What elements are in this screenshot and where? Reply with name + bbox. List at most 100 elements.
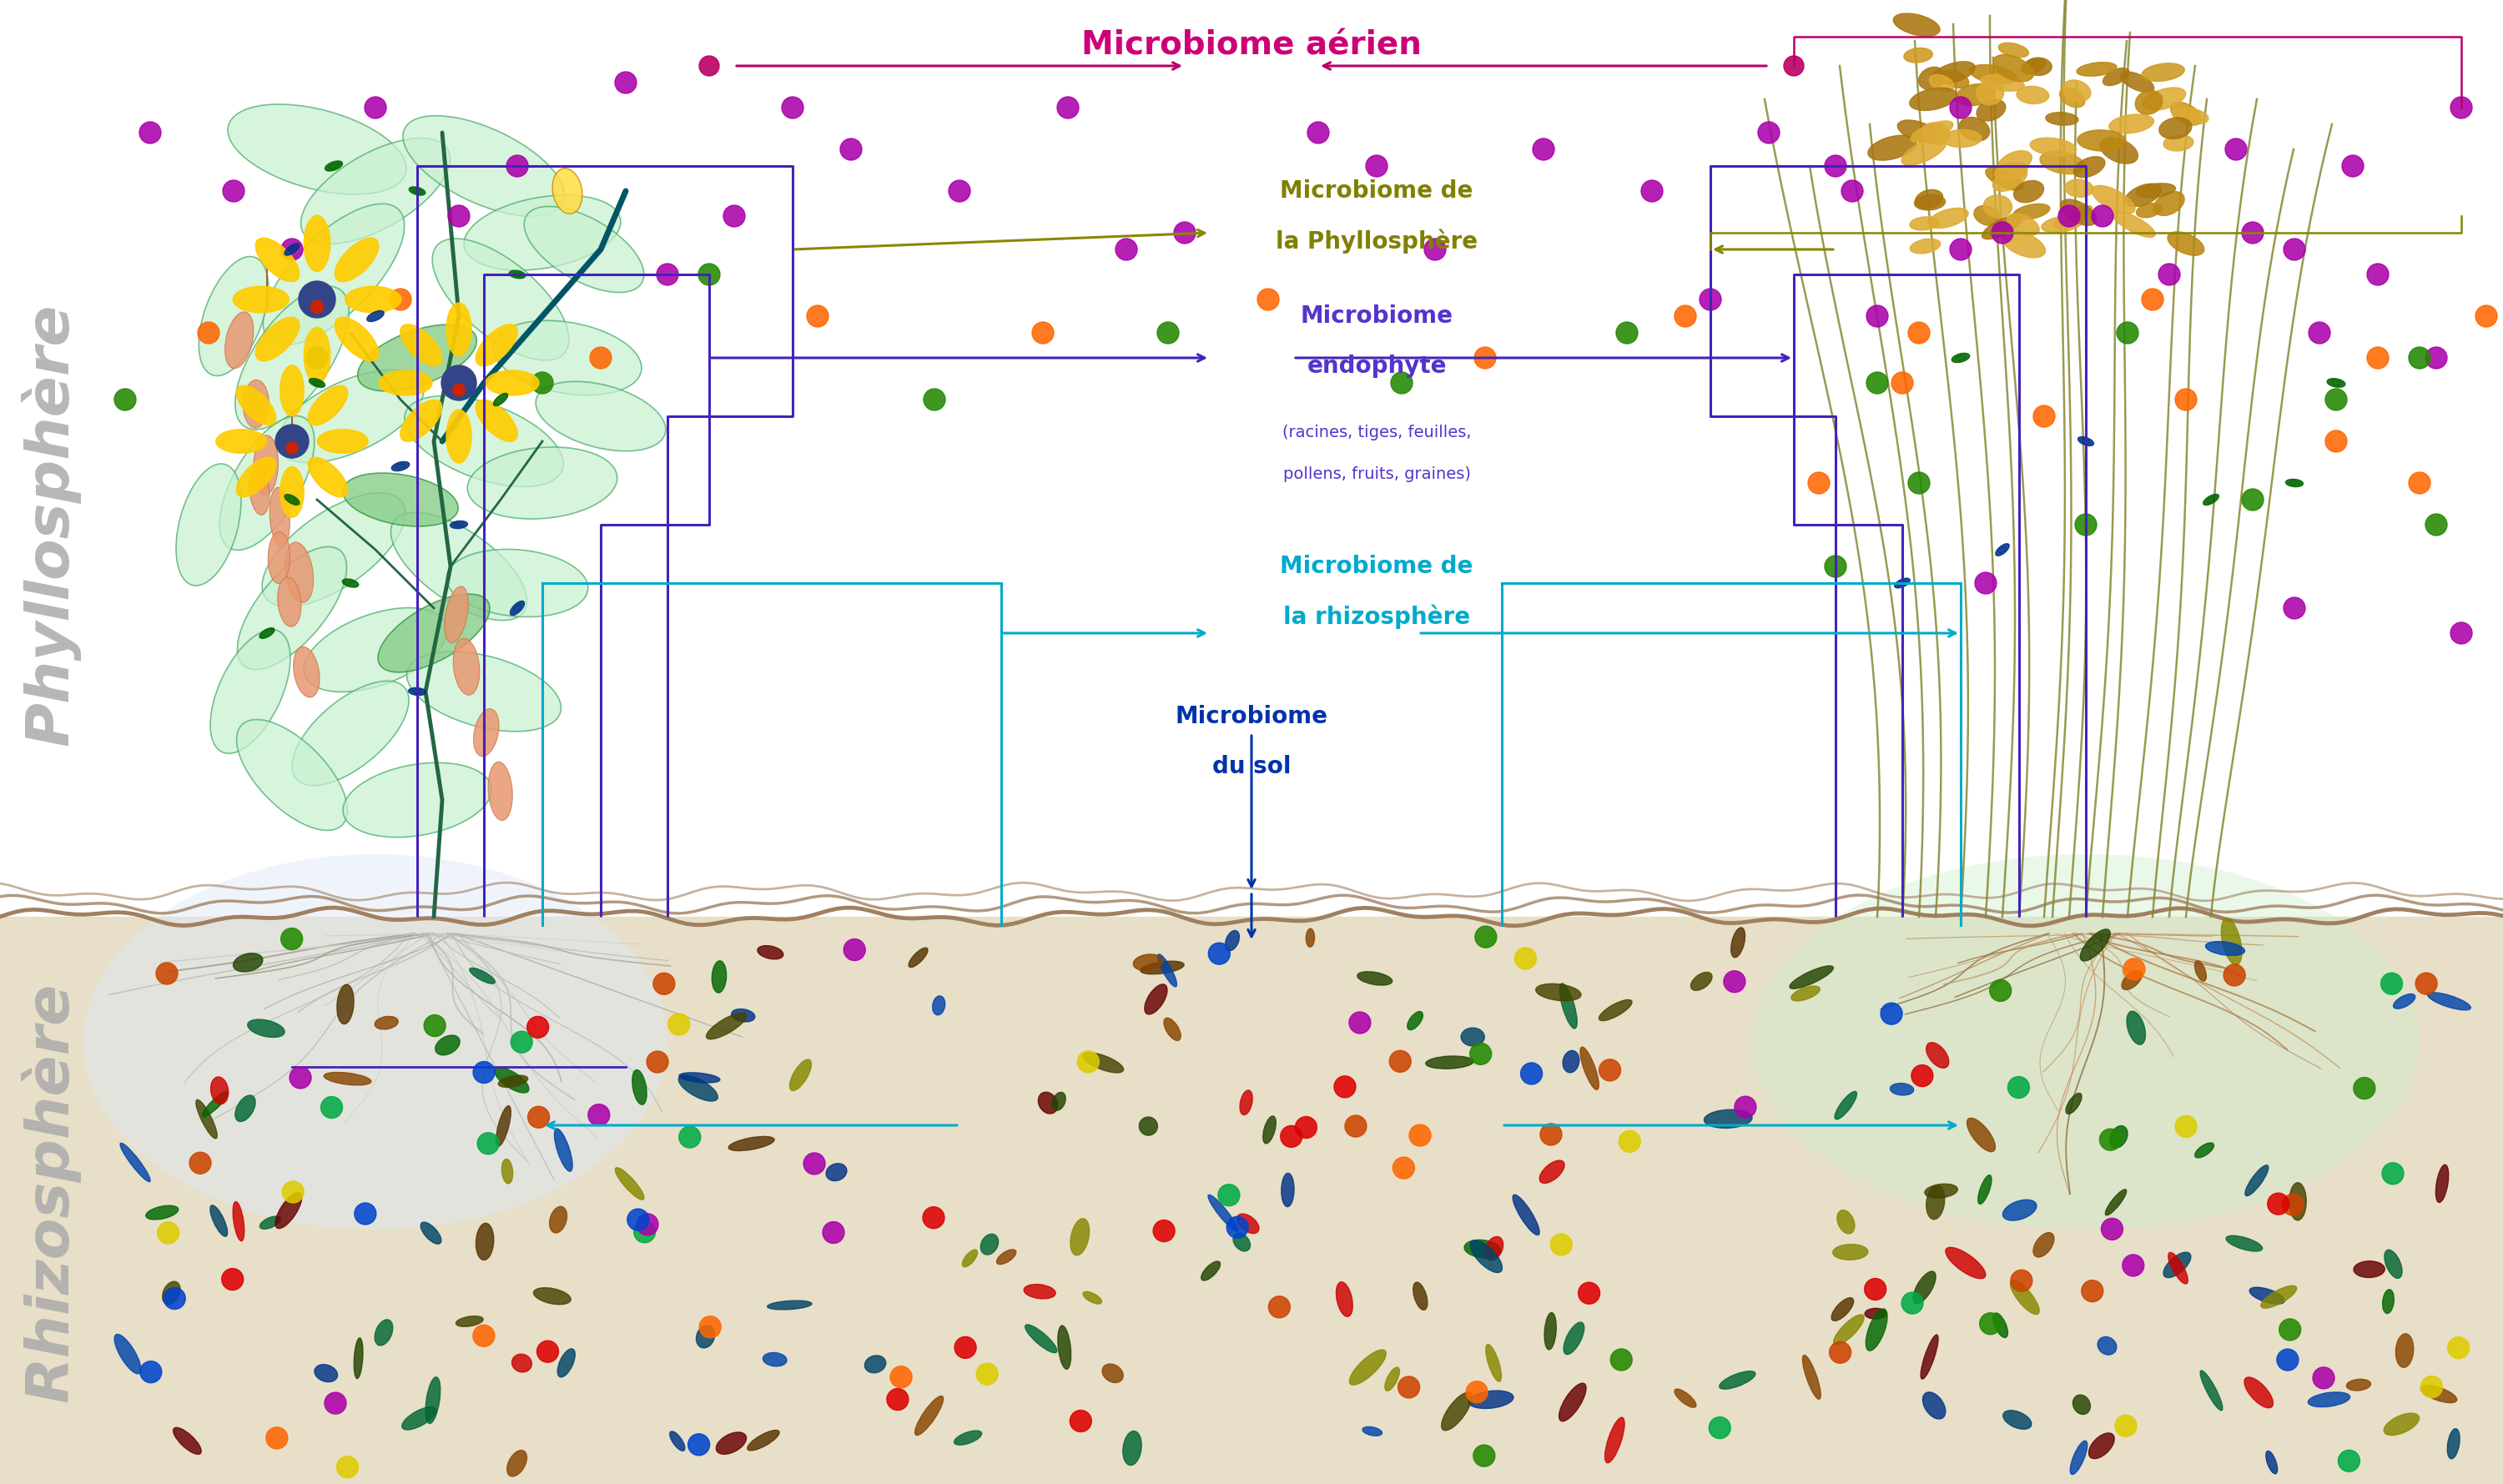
Ellipse shape [934, 996, 946, 1015]
Ellipse shape [1442, 1392, 1472, 1431]
Ellipse shape [1039, 1092, 1059, 1113]
Circle shape [280, 928, 303, 950]
Ellipse shape [2168, 232, 2205, 255]
Circle shape [1282, 1126, 1302, 1147]
Ellipse shape [1564, 1322, 1584, 1355]
Ellipse shape [343, 473, 458, 527]
Ellipse shape [1349, 1350, 1387, 1385]
Circle shape [823, 1221, 844, 1244]
Circle shape [1209, 942, 1229, 965]
Circle shape [1807, 472, 1830, 494]
Ellipse shape [2012, 203, 2050, 220]
Ellipse shape [145, 1205, 178, 1220]
Ellipse shape [235, 457, 275, 497]
Ellipse shape [2245, 1165, 2268, 1196]
Ellipse shape [1139, 1117, 1156, 1135]
Circle shape [2082, 1281, 2103, 1301]
Ellipse shape [788, 1060, 811, 1091]
Circle shape [325, 1392, 345, 1414]
Ellipse shape [390, 512, 528, 620]
Ellipse shape [1837, 1209, 1855, 1233]
Ellipse shape [2065, 1094, 2082, 1114]
Text: du sol: du sol [1211, 755, 1292, 778]
Ellipse shape [2015, 181, 2045, 202]
Ellipse shape [378, 594, 491, 672]
Ellipse shape [2065, 180, 2093, 197]
Circle shape [1539, 1123, 1562, 1146]
Ellipse shape [1977, 99, 2005, 122]
Ellipse shape [2110, 114, 2153, 134]
Circle shape [2475, 306, 2498, 326]
Circle shape [2353, 1077, 2375, 1100]
Ellipse shape [2308, 1392, 2350, 1407]
Ellipse shape [748, 1431, 778, 1450]
Ellipse shape [375, 1319, 393, 1346]
Ellipse shape [1539, 1160, 1564, 1183]
Ellipse shape [1927, 1042, 1950, 1068]
Ellipse shape [175, 464, 240, 586]
Ellipse shape [233, 953, 263, 972]
Circle shape [1785, 56, 1805, 76]
Ellipse shape [2383, 1290, 2393, 1313]
Circle shape [698, 264, 721, 285]
Ellipse shape [1922, 1392, 1945, 1419]
Circle shape [698, 1316, 721, 1337]
Circle shape [338, 1456, 358, 1478]
Ellipse shape [1790, 966, 1832, 988]
Ellipse shape [553, 168, 583, 214]
Ellipse shape [1051, 1092, 1066, 1110]
Ellipse shape [1977, 82, 2005, 105]
Circle shape [1467, 1382, 1487, 1402]
Ellipse shape [303, 328, 330, 383]
Circle shape [1307, 122, 1329, 144]
Ellipse shape [2290, 1183, 2305, 1220]
Circle shape [2243, 488, 2263, 510]
Ellipse shape [1362, 1426, 1382, 1437]
Ellipse shape [1925, 1184, 1957, 1198]
Ellipse shape [2002, 1410, 2032, 1429]
Ellipse shape [2393, 994, 2415, 1009]
Ellipse shape [2080, 929, 2110, 962]
Ellipse shape [731, 1009, 756, 1022]
Circle shape [636, 1214, 658, 1235]
Circle shape [1174, 223, 1196, 243]
Circle shape [806, 306, 828, 326]
Ellipse shape [916, 1396, 944, 1435]
Ellipse shape [368, 310, 383, 322]
Ellipse shape [501, 1159, 513, 1184]
Ellipse shape [758, 945, 783, 959]
Ellipse shape [235, 386, 275, 426]
Ellipse shape [2120, 71, 2155, 92]
Circle shape [1116, 239, 1136, 260]
Circle shape [2448, 1337, 2470, 1359]
Ellipse shape [453, 638, 481, 695]
Circle shape [2383, 1162, 2403, 1184]
Text: pollens, fruits, graines): pollens, fruits, graines) [1282, 467, 1472, 482]
Circle shape [473, 1325, 496, 1346]
Ellipse shape [508, 1450, 526, 1477]
Ellipse shape [2002, 1199, 2037, 1220]
Ellipse shape [1337, 1282, 1352, 1316]
Circle shape [2118, 322, 2138, 344]
Circle shape [633, 1221, 656, 1242]
Ellipse shape [1307, 929, 1314, 947]
Circle shape [1154, 1220, 1174, 1242]
Ellipse shape [1910, 239, 1940, 254]
Circle shape [2268, 1193, 2290, 1215]
Ellipse shape [463, 196, 621, 270]
Ellipse shape [2160, 117, 2193, 139]
Ellipse shape [2143, 64, 2185, 82]
Ellipse shape [2395, 1334, 2413, 1367]
Circle shape [591, 347, 611, 368]
Circle shape [1579, 1282, 1599, 1304]
Ellipse shape [2060, 199, 2098, 226]
Ellipse shape [2030, 138, 2077, 156]
Circle shape [1522, 1063, 1542, 1085]
Text: la rhizosphère: la rhizosphère [1284, 604, 1469, 629]
Circle shape [1990, 979, 2012, 1002]
Ellipse shape [1945, 1248, 1985, 1279]
Ellipse shape [476, 1223, 493, 1260]
Ellipse shape [1955, 85, 1995, 105]
Ellipse shape [1997, 151, 2032, 174]
Ellipse shape [446, 586, 468, 643]
